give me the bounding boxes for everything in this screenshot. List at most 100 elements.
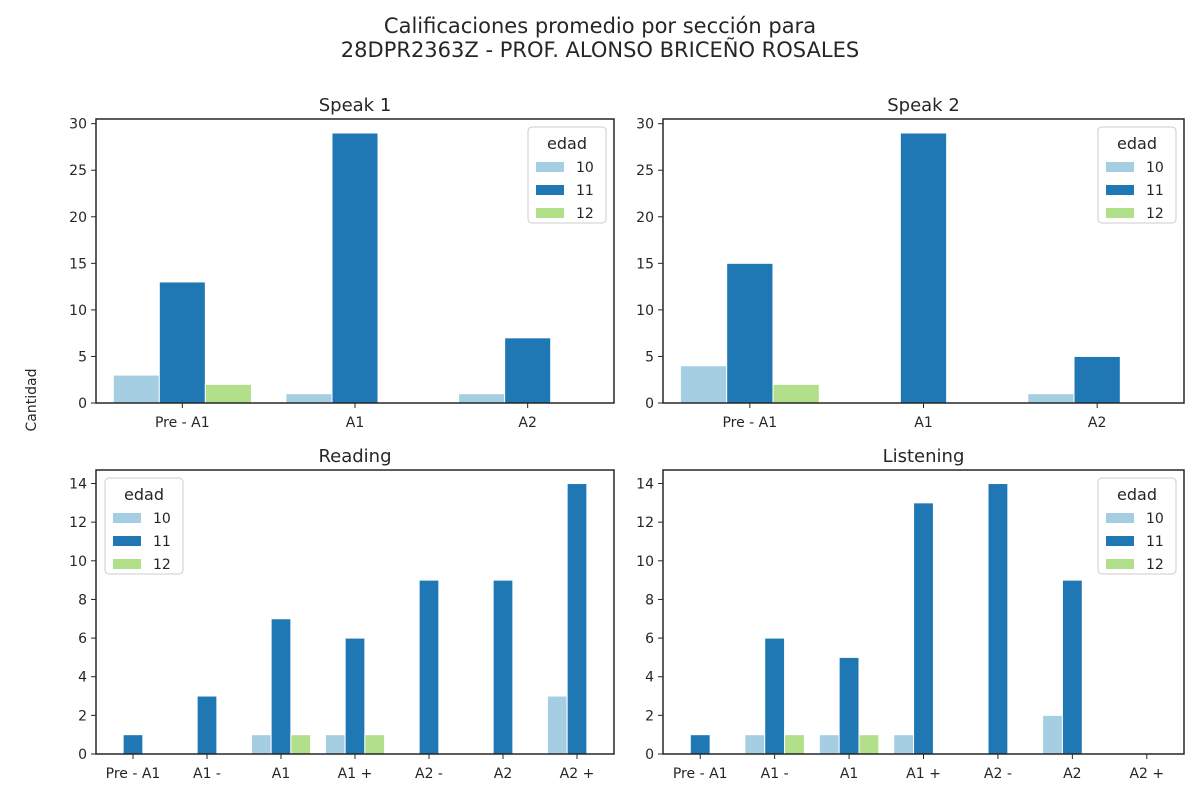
y-tick-label: 20 (636, 210, 654, 226)
y-tick-label: 12 (69, 515, 87, 531)
legend-label-10: 10 (576, 160, 594, 176)
bar-a1-edad-11 (344, 637, 366, 755)
chart-listening: Listening 0 2 4 6 8 10 12 14 Pre - A1 A1 - A1 A1 + A2… (636, 446, 1185, 782)
bar-a2-edad-11 (566, 483, 588, 755)
y-tick-label: 12 (636, 515, 654, 531)
y-tick-label: 10 (69, 554, 87, 570)
bar-pre-a1-edad-11 (122, 734, 144, 755)
legend-label-11: 11 (1146, 183, 1164, 199)
bar-a2-edad-11 (987, 483, 1009, 755)
legend-label-11: 11 (153, 534, 171, 550)
chart-title: Listening (883, 446, 965, 467)
y-tick-label: 14 (69, 477, 87, 493)
y-tick-label: 6 (645, 631, 654, 647)
x-tick-label: A2 (1088, 415, 1106, 431)
chart-title: Reading (318, 446, 391, 467)
bar-a1-edad-12 (784, 734, 805, 755)
x-tick-label: A2 - (984, 766, 1012, 782)
y-tick-label: 20 (69, 210, 87, 226)
y-tick-label: 8 (78, 592, 87, 608)
bar-pre-a1-edad-10 (112, 374, 160, 404)
axes-frame (95, 118, 615, 404)
y-tick-label: 4 (78, 670, 87, 686)
x-tick-label: A1 (346, 415, 364, 431)
y-tick-label: 10 (636, 303, 654, 319)
x-tick-label: Pre - A1 (722, 415, 777, 431)
bar-a2-edad-11 (1073, 355, 1121, 404)
y-tick-label: 0 (78, 747, 87, 763)
legend-swatch-10 (1106, 162, 1134, 172)
legend-label-12: 12 (1146, 557, 1164, 573)
y-tick-label: 0 (645, 747, 654, 763)
y-tick-label: 15 (69, 256, 87, 272)
x-tick-label: A1 + (338, 766, 373, 782)
bar-a2-edad-11 (1061, 579, 1083, 755)
bar-a2-edad-10 (546, 695, 568, 755)
bar-pre-a1-edad-11 (158, 281, 206, 404)
bar-a1-edad-10 (324, 734, 346, 755)
axes-frame (95, 469, 615, 755)
y-tick-label: 2 (645, 708, 654, 724)
x-tick-label: A1 (914, 415, 932, 431)
bar-a2-edad-11 (504, 337, 552, 404)
y-tick-label: 5 (78, 349, 87, 365)
bar-a1-edad-11 (196, 695, 218, 755)
y-tick-label: 30 (69, 117, 87, 133)
bar-a2-edad-11 (418, 579, 440, 755)
x-tick-label: A2 + (1129, 766, 1164, 782)
bar-a2-edad-10 (1027, 393, 1075, 404)
legend-label-12: 12 (1146, 206, 1164, 222)
legend-box (527, 126, 607, 224)
bar-a1-edad-12 (858, 734, 880, 755)
x-tick-label: Pre - A1 (155, 415, 210, 431)
y-tick-label: 0 (78, 396, 87, 412)
y-tick-label: 25 (69, 163, 87, 179)
legend-swatch-10 (1106, 513, 1134, 523)
legend: edad 10 11 12 (104, 477, 184, 575)
chart-speak-2: Speak 2 0 5 10 15 20 25 30 Pre - A1 A1 A2 edad 10 11 1… (636, 95, 1185, 431)
legend-label-11: 11 (576, 183, 594, 199)
legend: edad 10 11 12 (527, 126, 607, 224)
bar-a1-edad-10 (818, 734, 840, 755)
x-tick-label: A2 - (415, 766, 443, 782)
bar-pre-a1-edad-12 (772, 383, 820, 404)
bar-a1-edad-12 (290, 734, 312, 755)
legend-label-12: 12 (576, 206, 594, 222)
bar-a1-edad-11 (331, 132, 379, 404)
chart-title: Speak 2 (887, 95, 960, 116)
bar-pre-a1-edad-12 (204, 383, 252, 404)
bar-a2-edad-11 (492, 579, 514, 755)
x-tick-label: A1 - (761, 766, 789, 782)
legend-label-10: 10 (1146, 160, 1164, 176)
y-tick-label: 10 (69, 303, 87, 319)
legend-swatch-12 (1106, 208, 1134, 218)
bar-a2-edad-10 (1042, 714, 1063, 755)
y-tick-label: 8 (645, 592, 654, 608)
x-tick-label: A2 (494, 766, 512, 782)
legend-box (104, 477, 184, 575)
x-tick-label: Pre - A1 (673, 766, 728, 782)
bar-a1-edad-10 (285, 393, 333, 404)
legend-swatch-11 (1106, 536, 1134, 546)
y-tick-label: 5 (645, 349, 654, 365)
legend-swatch-11 (536, 185, 564, 195)
x-tick-label: A1 (272, 766, 290, 782)
legend-swatch-10 (536, 162, 564, 172)
bar-a1-edad-10 (250, 734, 272, 755)
legend-swatch-11 (1106, 185, 1134, 195)
x-tick-label: A2 + (560, 766, 595, 782)
legend-box (1097, 477, 1177, 575)
legend-swatch-10 (113, 513, 141, 523)
legend-label-10: 10 (153, 511, 171, 527)
bar-pre-a1-edad-10 (679, 365, 728, 404)
legend-swatch-12 (536, 208, 564, 218)
y-tick-label: 25 (636, 163, 654, 179)
bar-a1-edad-12 (364, 734, 386, 755)
y-tick-label: 15 (636, 256, 654, 272)
y-tick-label: 0 (645, 396, 654, 412)
figure-title-line-2: 28DPR2363Z - PROF. ALONSO BRICEÑO ROSALE… (340, 38, 860, 62)
y-tick-label: 6 (78, 631, 87, 647)
bar-pre-a1-edad-11 (689, 734, 711, 755)
